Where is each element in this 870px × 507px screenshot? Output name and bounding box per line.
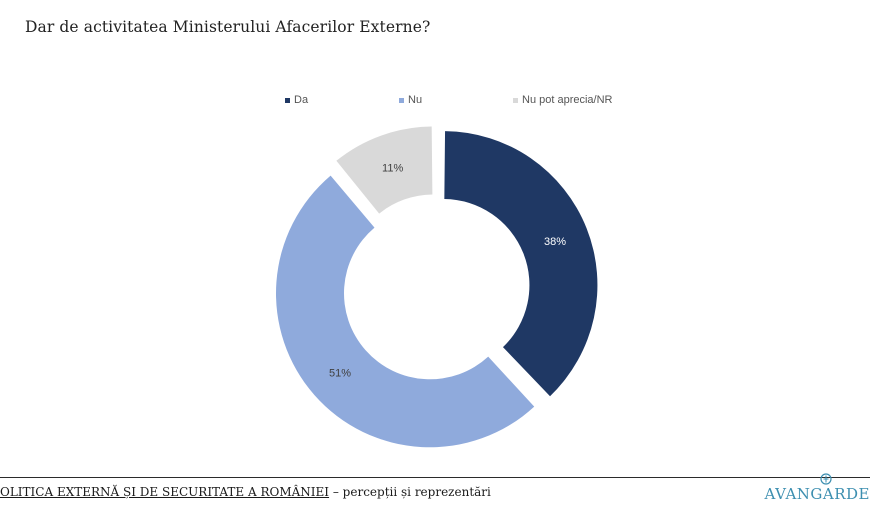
footer-title-subtitle: – percepții și reprezentări: [329, 485, 491, 499]
legend-item-da: Da: [285, 94, 308, 106]
legend-swatch-da: [285, 97, 290, 103]
legend-swatch-nu: [399, 97, 404, 103]
legend-item-nr: Nu pot aprecia/NR: [513, 94, 613, 106]
footer-title-main: OLITICA EXTERNĂ ȘI DE SECURITATE A ROMÂN…: [0, 485, 330, 499]
slice-nu: [275, 175, 535, 448]
avangarde-logo-icon: [820, 473, 832, 485]
footer-divider: [0, 477, 870, 478]
avangarde-logo: AVANGARDE: [765, 470, 870, 506]
logo-text: AVANGARDE: [764, 485, 870, 503]
legend-label-nr: Nu pot aprecia/NR: [522, 94, 613, 106]
chart-legend: Da Nu Nu pot aprecia/NR: [0, 94, 870, 110]
legend-item-nu: Nu: [399, 94, 422, 106]
legend-label-nu: Nu: [408, 94, 423, 106]
slice-nr: [336, 126, 433, 214]
slice-label-nr: 11%: [382, 163, 403, 175]
slice-label-nu: 51%: [329, 368, 351, 380]
legend-label-da: Da: [294, 94, 309, 106]
legend-swatch-nr: [513, 97, 518, 103]
slice-label-da: 38%: [544, 236, 566, 248]
footer-title: OLITICA EXTERNĂ ȘI DE SECURITATE A ROMÂN…: [0, 485, 491, 499]
chart-title: Dar de activitatea Ministerului Afaceril…: [25, 18, 431, 36]
slice-da: [444, 131, 598, 397]
